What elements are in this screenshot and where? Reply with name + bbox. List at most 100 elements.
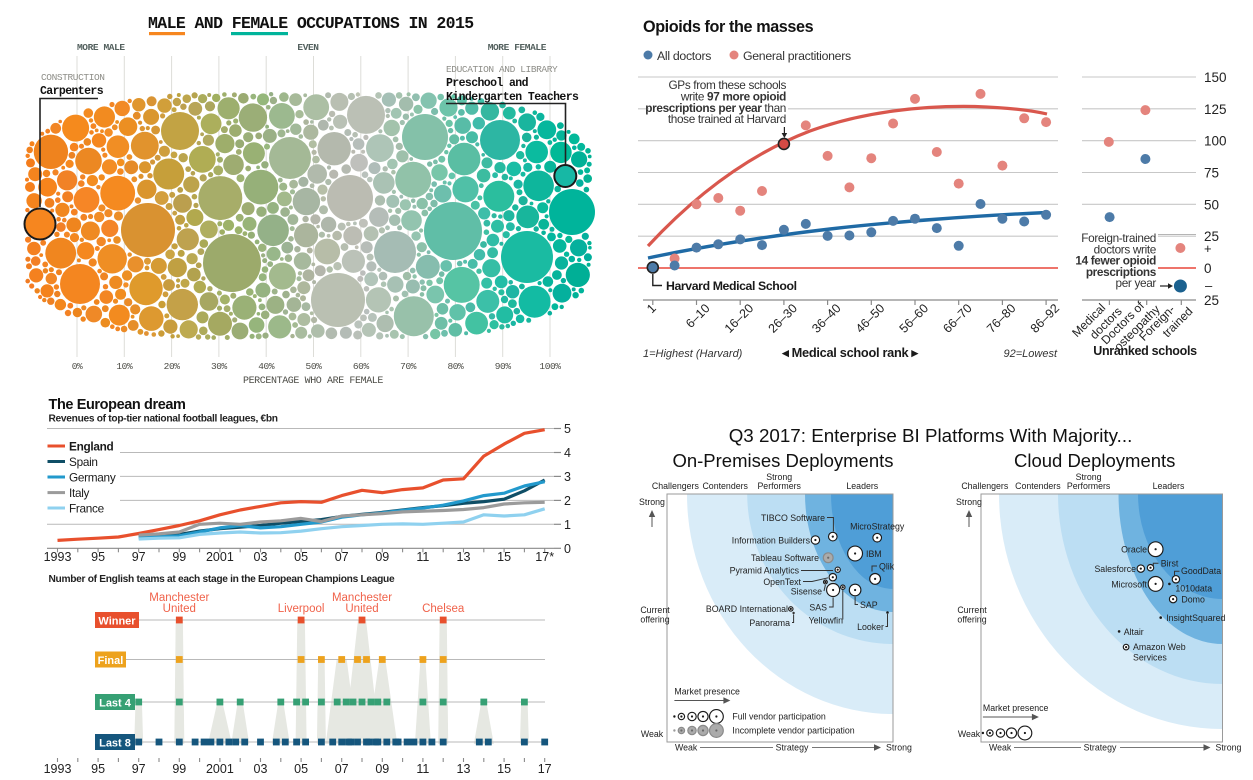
svg-text:Strong: Strong — [956, 497, 982, 507]
svg-text:1: 1 — [644, 301, 659, 316]
svg-text:Contenders: Contenders — [1015, 481, 1061, 491]
svg-text:1=Highest (Harvard): 1=Highest (Harvard) — [643, 348, 743, 360]
svg-text:6–10: 6–10 — [683, 301, 713, 331]
svg-text:Weak: Weak — [958, 729, 981, 739]
svg-text:Winner: Winner — [98, 616, 136, 628]
svg-text:Information Builders: Information Builders — [732, 536, 811, 546]
svg-text:90%: 90% — [495, 361, 512, 372]
svg-text:25: 25 — [1204, 229, 1219, 244]
svg-text:those trained at Harvard: those trained at Harvard — [668, 112, 786, 126]
svg-text:92=Lowest: 92=Lowest — [1003, 348, 1057, 360]
svg-text:The European dream: The European dream — [49, 397, 186, 413]
svg-text:60%: 60% — [353, 361, 370, 372]
svg-text:Final: Final — [98, 655, 124, 667]
svg-text:09: 09 — [375, 550, 389, 564]
svg-text:14 fewer opioid: 14 fewer opioid — [1075, 254, 1156, 268]
svg-text:70%: 70% — [400, 361, 417, 372]
svg-text:Yellowfin: Yellowfin — [809, 616, 844, 626]
svg-text:26–30: 26–30 — [766, 301, 801, 336]
svg-text:+: + — [1204, 241, 1212, 256]
svg-text:Tableau Software: Tableau Software — [751, 553, 819, 563]
svg-text:TIBCO Software: TIBCO Software — [761, 513, 825, 523]
svg-text:3: 3 — [564, 470, 571, 484]
svg-text:United: United — [163, 603, 196, 615]
svg-text:07: 07 — [335, 762, 349, 776]
svg-text:150: 150 — [1204, 70, 1227, 85]
svg-text:Strong: Strong — [886, 743, 912, 753]
svg-text:Number of English teams at eac: Number of English teams at each stage in… — [49, 574, 395, 585]
svg-text:InsightSquared: InsightSquared — [1166, 613, 1225, 623]
svg-text:Leaders: Leaders — [1153, 481, 1185, 491]
svg-text:125: 125 — [1204, 102, 1227, 117]
svg-text:5: 5 — [564, 422, 571, 436]
svg-text:Microsoft: Microsoft — [1111, 580, 1147, 590]
svg-text:MicroStrategy: MicroStrategy — [850, 522, 905, 532]
svg-text:Pyramid Analytics: Pyramid Analytics — [730, 566, 800, 576]
svg-text:2: 2 — [564, 494, 571, 508]
svg-text:Manchester: Manchester — [149, 592, 209, 604]
svg-text:write 97 more opioid: write 97 more opioid — [680, 89, 786, 103]
svg-text:Market presence: Market presence — [983, 703, 1049, 713]
svg-text:13: 13 — [457, 762, 471, 776]
svg-text:11: 11 — [416, 762, 429, 776]
svg-text:100%: 100% — [539, 361, 561, 372]
svg-text:prescriptions: prescriptions — [1086, 265, 1157, 279]
svg-text:offering: offering — [640, 615, 669, 625]
svg-text:SAS: SAS — [809, 603, 827, 613]
svg-text:05: 05 — [294, 762, 308, 776]
svg-text:97: 97 — [132, 550, 146, 564]
svg-text:Challengers: Challengers — [652, 481, 700, 491]
svg-text:Cloud Deployments: Cloud Deployments — [1014, 450, 1175, 471]
svg-text:Manchester: Manchester — [332, 592, 392, 604]
svg-text:16–20: 16–20 — [722, 301, 757, 336]
svg-text:Incomplete vendor participatio: Incomplete vendor participation — [732, 726, 854, 736]
svg-text:Carpenters: Carpenters — [40, 85, 104, 98]
svg-text:Oracle: Oracle — [1121, 545, 1147, 555]
svg-text:76–80: 76–80 — [984, 301, 1019, 336]
svg-text:◂ Medical school rank ▸: ◂ Medical school rank ▸ — [781, 345, 919, 360]
svg-text:Domo: Domo — [1181, 595, 1205, 605]
svg-text:17: 17 — [538, 762, 552, 776]
svg-text:1: 1 — [564, 518, 571, 532]
svg-text:Strong: Strong — [639, 497, 665, 507]
svg-text:0: 0 — [564, 542, 571, 556]
svg-text:4: 4 — [564, 446, 571, 460]
svg-text:United: United — [345, 603, 378, 615]
svg-text:100: 100 — [1204, 134, 1227, 149]
svg-text:Strong: Strong — [1076, 472, 1102, 482]
svg-text:BOARD International: BOARD International — [706, 604, 788, 614]
svg-text:Harvard Medical School: Harvard Medical School — [666, 279, 797, 293]
svg-text:95: 95 — [91, 762, 105, 776]
svg-text:1010data: 1010data — [1175, 584, 1212, 594]
svg-text:Salesforce: Salesforce — [1094, 564, 1136, 574]
svg-text:Altair: Altair — [1124, 627, 1144, 637]
svg-text:prescriptions per year than: prescriptions per year than — [645, 101, 786, 115]
svg-text:MORE MALE: MORE MALE — [77, 42, 125, 53]
svg-text:25: 25 — [1204, 293, 1219, 308]
svg-text:Full vendor participation: Full vendor participation — [732, 712, 826, 722]
svg-text:1993: 1993 — [44, 550, 72, 564]
svg-text:2001: 2001 — [206, 550, 234, 564]
svg-text:Q3 2017: Enterprise BI Platfor: Q3 2017: Enterprise BI Platforms With Ma… — [729, 425, 1133, 446]
svg-text:Strong: Strong — [1216, 743, 1242, 753]
svg-text:Preschool and: Preschool and — [446, 77, 529, 90]
svg-text:France: France — [69, 502, 105, 516]
svg-text:36–40: 36–40 — [809, 301, 844, 336]
svg-text:Liverpool: Liverpool — [278, 603, 325, 615]
svg-text:Market presence: Market presence — [674, 687, 740, 697]
svg-text:40%: 40% — [258, 361, 275, 372]
svg-text:03: 03 — [254, 550, 268, 564]
svg-text:17*: 17* — [535, 550, 554, 564]
svg-text:Qlik: Qlik — [879, 562, 895, 572]
svg-text:OpenText: OpenText — [763, 577, 801, 587]
svg-text:1993: 1993 — [44, 762, 72, 776]
svg-text:Revenues of top-tier national: Revenues of top-tier national football l… — [49, 414, 278, 425]
svg-text:Foreign-trained: Foreign-trained — [1081, 231, 1156, 245]
svg-text:Germany: Germany — [69, 471, 116, 485]
svg-text:0%: 0% — [72, 361, 83, 372]
svg-text:75: 75 — [1204, 166, 1219, 181]
svg-text:Last 4: Last 4 — [99, 698, 132, 710]
svg-text:Amazon Web: Amazon Web — [1133, 642, 1186, 652]
svg-text:Services: Services — [1133, 653, 1167, 663]
svg-text:MORE FEMALE: MORE FEMALE — [488, 42, 547, 53]
